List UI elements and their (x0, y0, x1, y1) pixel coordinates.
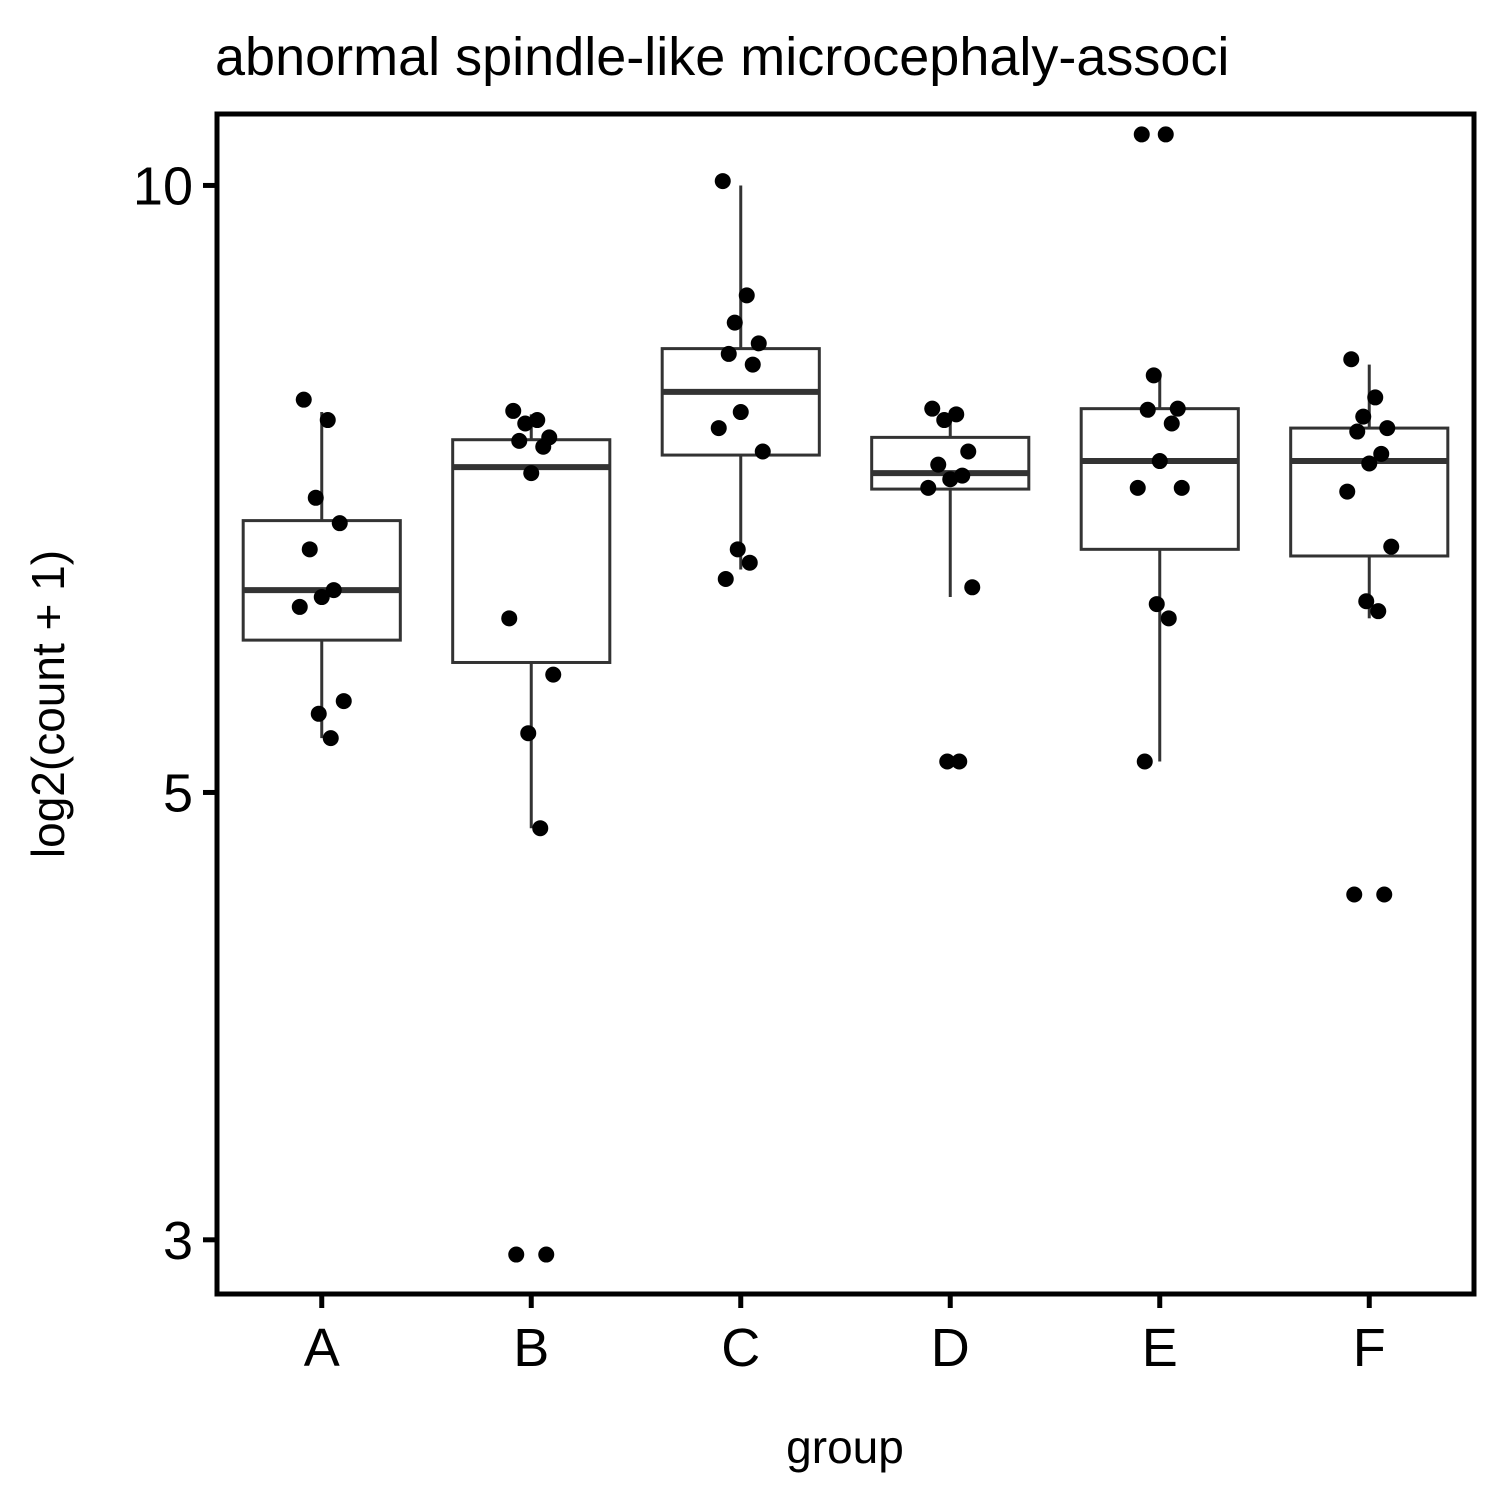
box-iqr (870, 435, 1031, 491)
box-C (660, 185, 821, 570)
y-tick-label: 5 (163, 763, 193, 823)
data-point (1151, 453, 1168, 470)
data-point (714, 173, 731, 190)
data-point (545, 666, 562, 683)
data-point (322, 730, 339, 747)
data-point (732, 404, 749, 421)
data-point (1145, 367, 1162, 384)
box-iqr (451, 438, 612, 664)
data-point (520, 725, 537, 742)
data-point (930, 456, 947, 473)
data-point (1133, 126, 1150, 143)
data-point (951, 753, 968, 770)
point-layer (291, 126, 1400, 1263)
data-point (517, 415, 534, 432)
x-tick-label: D (931, 1318, 970, 1378)
data-point (529, 412, 546, 429)
data-point (523, 465, 540, 482)
data-point (331, 515, 348, 532)
data-point (1346, 886, 1363, 903)
data-point (307, 489, 324, 506)
data-point (1370, 603, 1387, 620)
data-point (754, 443, 771, 460)
box-layer (241, 185, 1450, 829)
data-point (738, 287, 755, 304)
box-iqr (660, 347, 821, 457)
data-point (1139, 401, 1156, 418)
box-iqr (1079, 407, 1240, 551)
data-point (948, 406, 965, 423)
data-point (726, 314, 743, 331)
y-tick-label: 3 (163, 1211, 193, 1271)
x-axis-title: group (786, 1421, 904, 1473)
data-point (1160, 610, 1177, 627)
plot-panel (214, 111, 1477, 1297)
data-point (720, 345, 737, 362)
data-point (1379, 420, 1396, 437)
box-iqr (1289, 426, 1450, 558)
data-point (1383, 538, 1400, 555)
x-tick-label: F (1353, 1318, 1386, 1378)
data-point (535, 438, 552, 455)
data-point (1376, 886, 1393, 903)
data-point (335, 693, 352, 710)
data-point (1163, 415, 1180, 432)
data-point (1129, 479, 1146, 496)
data-point (920, 479, 937, 496)
chart-title: abnormal spindle-like microcephaly-assoc… (215, 27, 1229, 87)
data-point (505, 402, 522, 419)
data-point (1173, 479, 1190, 496)
data-point (942, 471, 959, 488)
data-point (1355, 408, 1372, 425)
data-point (939, 753, 956, 770)
data-point (1157, 126, 1174, 143)
data-point (319, 412, 336, 429)
data-point (936, 412, 953, 429)
data-point (960, 443, 977, 460)
data-point (750, 335, 767, 352)
data-point (291, 598, 308, 615)
box-iqr (241, 519, 402, 642)
box-A (241, 412, 402, 739)
data-point (538, 1246, 555, 1263)
data-point (1367, 389, 1384, 406)
x-tick-label: A (304, 1318, 340, 1378)
x-tick-label: C (721, 1318, 760, 1378)
data-point (511, 432, 528, 449)
data-point (310, 705, 327, 722)
data-point (1148, 596, 1165, 613)
x-axis: A B C D E F (304, 1294, 1386, 1378)
data-point (1358, 593, 1375, 610)
data-point (964, 579, 981, 596)
data-point (741, 554, 758, 571)
data-point (1339, 483, 1356, 500)
data-point (1349, 423, 1366, 440)
data-point (1136, 753, 1153, 770)
data-point (301, 541, 318, 558)
y-axis: 3 5 10 (133, 156, 217, 1271)
x-tick-label: E (1142, 1318, 1178, 1378)
y-axis-title: log2(count + 1) (22, 550, 74, 858)
data-point (508, 1246, 525, 1263)
data-point (1343, 351, 1360, 368)
y-tick-label: 10 (133, 156, 193, 216)
box-E (1079, 375, 1240, 762)
data-point (924, 400, 941, 417)
box-D (870, 414, 1031, 598)
data-point (744, 356, 761, 373)
data-point (532, 820, 549, 837)
data-point (710, 420, 727, 437)
data-point (1373, 445, 1390, 462)
data-point (501, 610, 518, 627)
data-point (1169, 400, 1186, 417)
data-point (295, 391, 312, 408)
x-tick-label: B (513, 1318, 549, 1378)
data-point (325, 582, 342, 599)
data-point (717, 571, 734, 588)
data-point (313, 589, 330, 606)
data-point (1361, 455, 1378, 472)
data-point (954, 467, 971, 484)
data-point (729, 541, 746, 558)
